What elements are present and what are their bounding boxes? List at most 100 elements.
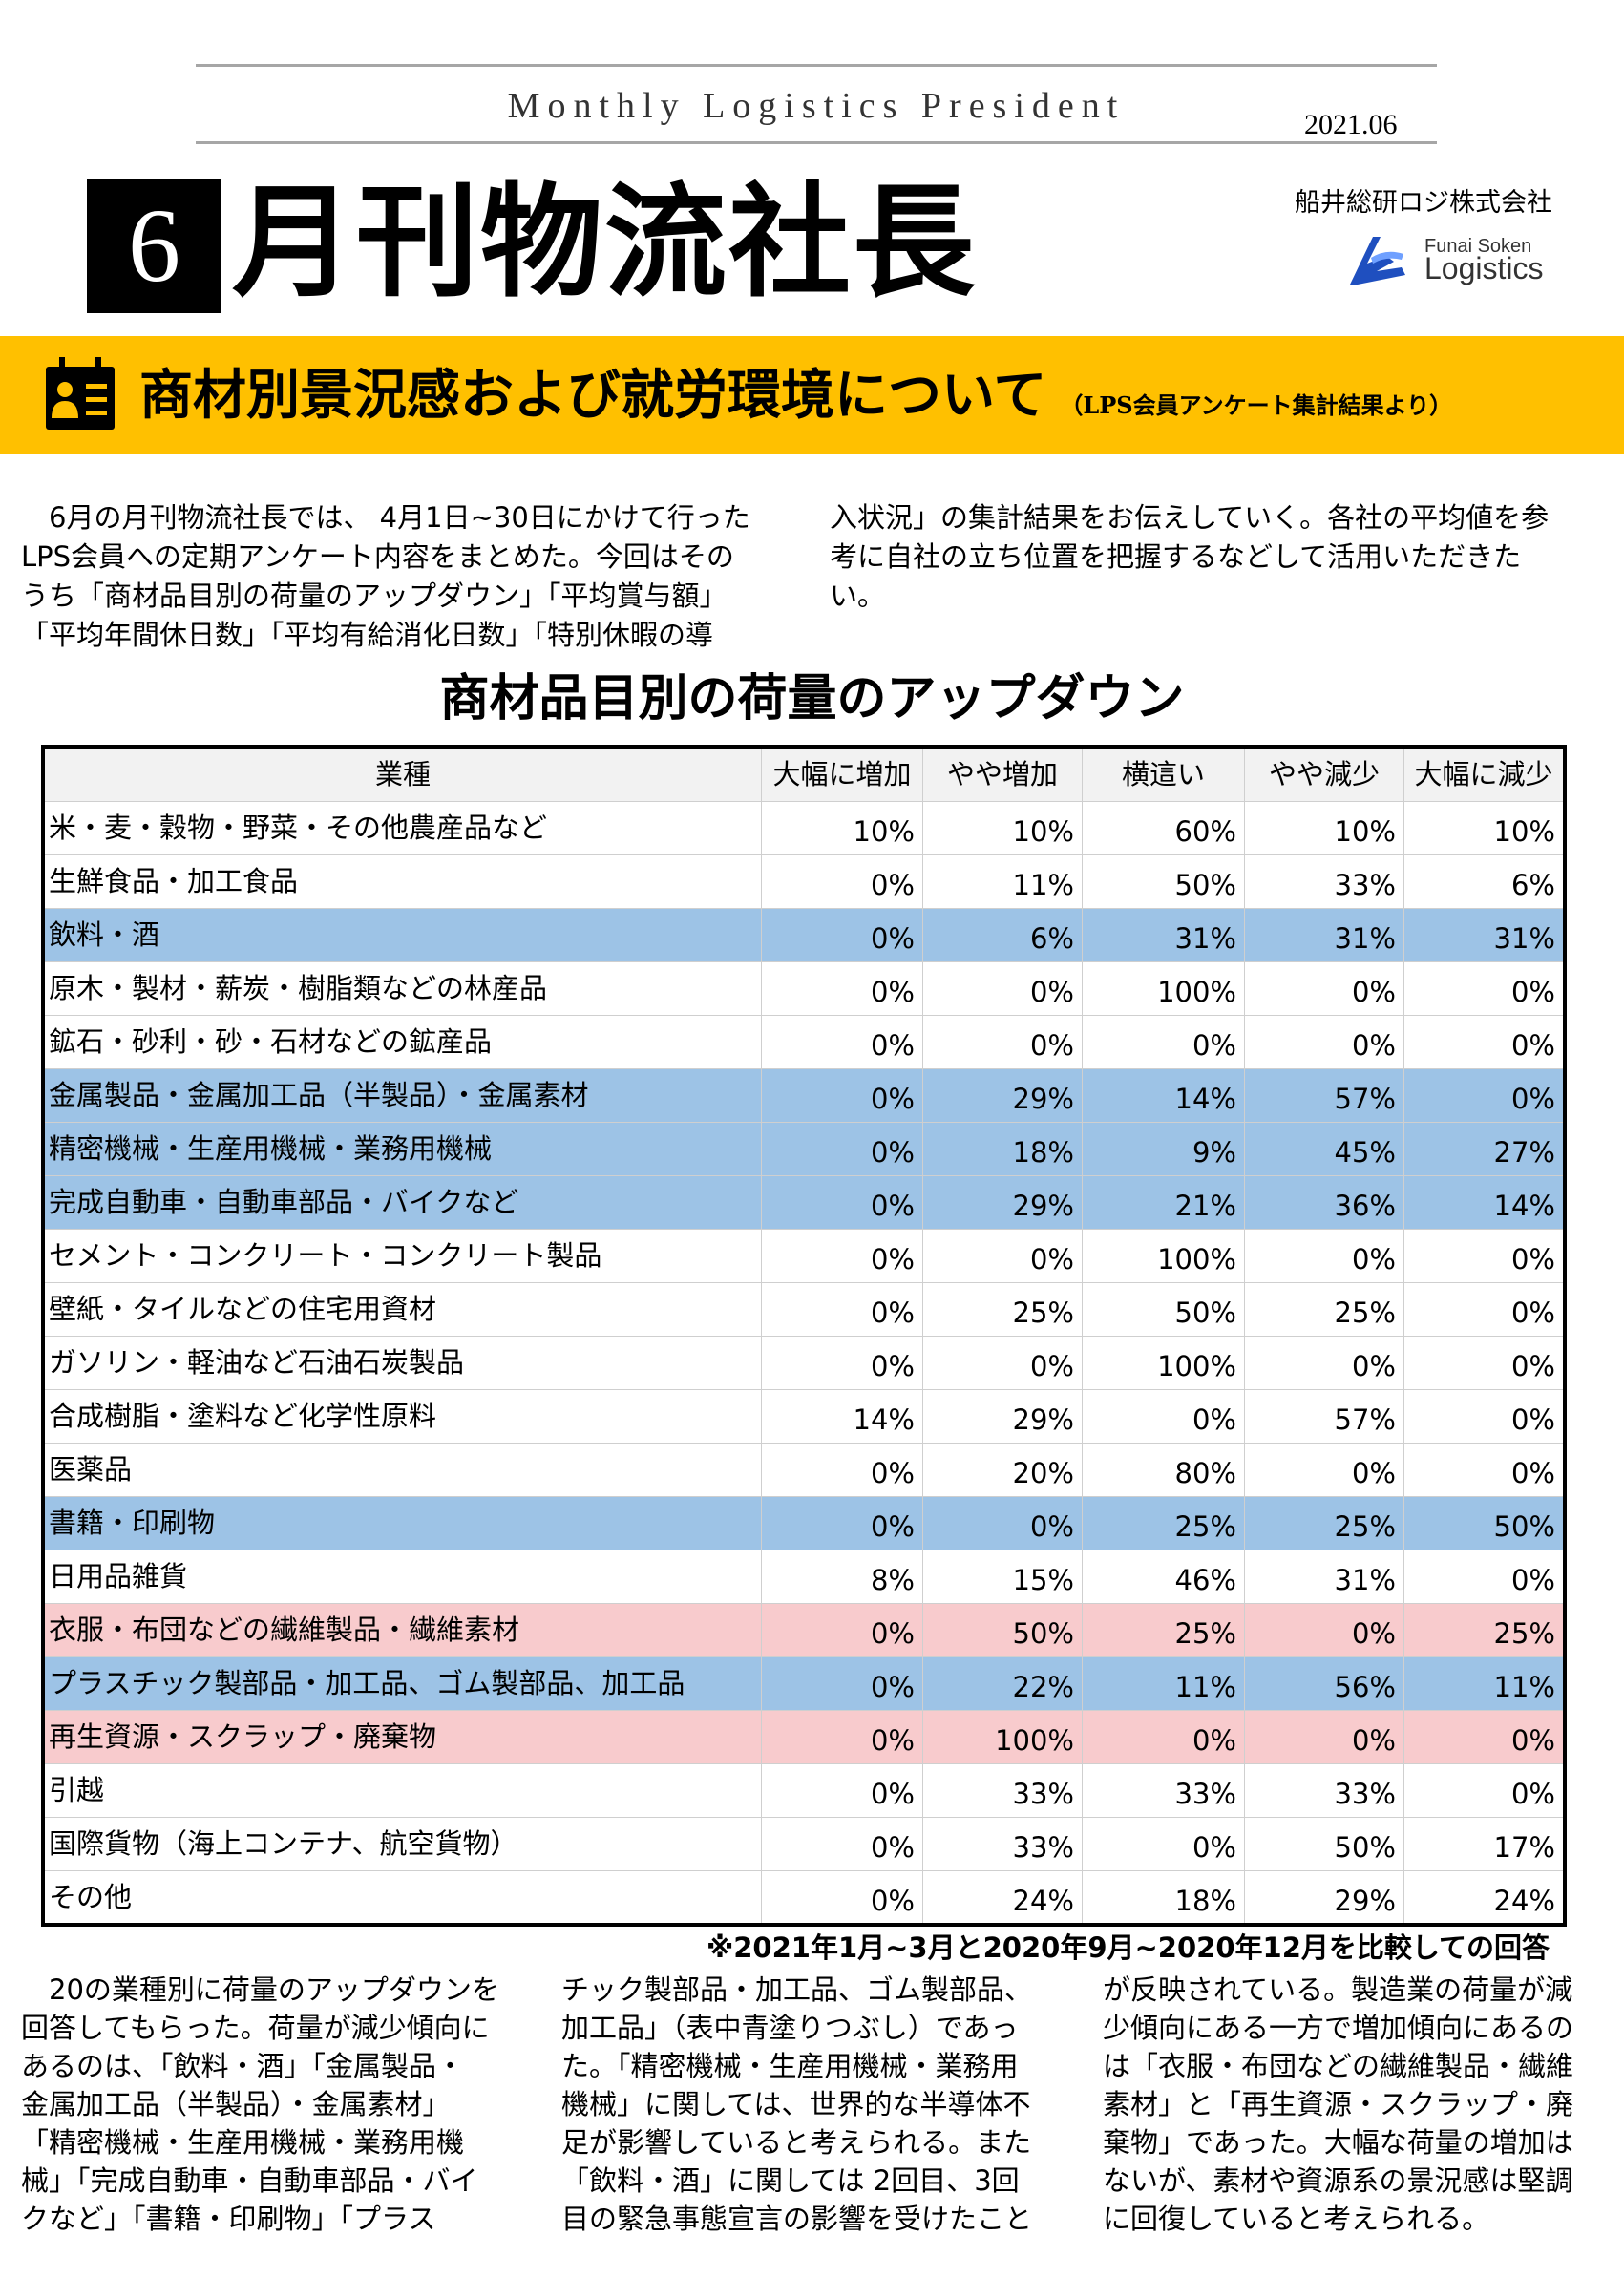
category-cell: 再生資源・スクラップ・廃棄物	[45, 1711, 762, 1763]
banner-title: 商材別景況感および就労環境について （LPS会員アンケート集計結果より）	[139, 357, 1452, 444]
table-row: ガソリン・軽油など石油石炭製品 0% 0% 100% 0% 0%	[45, 1337, 1563, 1390]
percent-cell: 24%	[1493, 1885, 1555, 1917]
percent-cell: 0%	[1083, 1016, 1245, 1068]
issue-date: 2021.06	[1304, 109, 1398, 140]
percent-cell: 22%	[923, 1657, 1083, 1710]
percent-cell: 0%	[1083, 1390, 1245, 1443]
banner-title-text: 商材別景況感および就労環境について	[139, 364, 1047, 427]
percent-cell: 0%	[762, 1764, 923, 1817]
table-row: 書籍・印刷物 0% 0% 25% 25% 50%	[45, 1497, 1563, 1550]
percent-cell: 56%	[1245, 1657, 1404, 1710]
percent-cell: 0%	[1510, 1243, 1555, 1276]
percent-cell: 36%	[1245, 1176, 1404, 1229]
percent-cell: 0%	[1245, 1230, 1404, 1282]
percent-cell: 100%	[1083, 962, 1245, 1015]
percent-cell: 0%	[923, 1016, 1083, 1068]
category-cell: 鉱石・砂利・砂・石材などの鉱産品	[45, 1016, 762, 1068]
column-header: 大幅に増加	[762, 749, 923, 801]
percent-cell: 45%	[1245, 1123, 1404, 1175]
percent-cell: 21%	[1083, 1176, 1245, 1229]
table-row: 日用品雑貨 8% 15% 46% 31% 0%	[45, 1550, 1563, 1604]
funai-soken-logistics-logo: Funai Soken Logistics	[1350, 236, 1544, 285]
table-header-row: 業種 大幅に増加 やや増加 横這い やや減少 大幅に減少	[45, 749, 1563, 802]
percent-cell: 0%	[762, 1016, 923, 1068]
percent-cell: 25%	[1404, 1604, 1563, 1656]
percent-cell: 33%	[1245, 855, 1404, 908]
percent-cell: 29%	[923, 1069, 1083, 1122]
percent-cell: 8%	[762, 1550, 923, 1603]
category-cell: 衣服・布団などの繊維製品・繊維素材	[45, 1604, 762, 1656]
percent-cell: 0%	[1245, 1604, 1404, 1656]
percent-cell: 6%	[1510, 869, 1555, 901]
calendar-person-icon	[46, 357, 115, 430]
percent-cell: 10%	[1493, 815, 1555, 848]
svg-text:Funai Soken: Funai Soken	[1424, 236, 1531, 257]
percent-cell: 0%	[1510, 976, 1555, 1008]
table-row: 国際貨物（海上コンテナ、航空貨物） 0% 33% 0% 50% 17%	[45, 1818, 1563, 1871]
body-column-2: チック製部品・加工品、ゴム製部品、 加工品」（表中青塗りつぶし）であっ た。「精…	[561, 1973, 1033, 2235]
percent-cell: 9%	[1083, 1123, 1245, 1175]
percent-cell: 0%	[762, 1444, 923, 1496]
category-cell: 壁紙・タイルなどの住宅用資材	[45, 1283, 762, 1336]
category-cell: 国際貨物（海上コンテナ、航空貨物）	[45, 1818, 762, 1870]
table-footnote: ※2021年1月~3月と2020年9月~2020年12月を比較しての回答	[707, 1931, 1550, 1964]
percent-cell: 100%	[923, 1711, 1083, 1763]
table-row: 飲料・酒 0% 6% 31% 31% 31%	[45, 909, 1563, 962]
category-cell: 医薬品	[45, 1444, 762, 1496]
issue-number-badge: 6	[87, 179, 221, 313]
percent-cell: 57%	[1245, 1069, 1404, 1122]
percent-cell: 0%	[762, 1604, 923, 1656]
percent-cell: 25%	[1083, 1604, 1245, 1656]
body-column-3: が反映されている。製造業の荷量が減 少傾向にある一方で増加傾向にあるの は「衣服…	[1103, 1973, 1574, 2235]
percent-cell: 80%	[1083, 1444, 1245, 1496]
table-row: 完成自動車・自動車部品・バイクなど 0% 29% 21% 36% 14%	[45, 1176, 1563, 1230]
column-header: 業種	[45, 749, 762, 801]
percent-cell: 11%	[923, 855, 1083, 908]
table-row: 精密機械・生産用機械・業務用機械 0% 18% 9% 45% 27%	[45, 1123, 1563, 1176]
percent-cell: 25%	[1245, 1497, 1404, 1550]
percent-cell: 0%	[762, 1657, 923, 1710]
category-cell: 金属製品・金属加工品（半製品）・金属素材	[45, 1069, 762, 1122]
percent-cell: 0%	[1245, 1016, 1404, 1068]
percent-cell: 17%	[1493, 1831, 1555, 1864]
bottom-rule	[196, 141, 1437, 144]
category-cell: 米・麦・穀物・野菜・その他農産品など	[45, 802, 762, 854]
percent-cell: 100%	[1083, 1230, 1245, 1282]
percent-cell: 0%	[1404, 1069, 1563, 1122]
percent-cell: 0%	[1510, 1029, 1555, 1062]
percent-cell: 0%	[762, 1069, 923, 1122]
percent-cell: 33%	[923, 1818, 1083, 1870]
table-row: 金属製品・金属加工品（半製品）・金属素材 0% 29% 14% 57% 0%	[45, 1069, 1563, 1123]
percent-cell: 50%	[1245, 1818, 1404, 1870]
percent-cell: 0%	[923, 1497, 1083, 1550]
percent-cell: 31%	[1245, 909, 1404, 961]
cargo-volume-table: 業種 大幅に増加 やや増加 横這い やや減少 大幅に減少 米・麦・穀物・野菜・その他農産品…	[41, 745, 1567, 1927]
category-cell: プラスチック製部品・加工品、ゴム製部品、加工品	[45, 1657, 762, 1710]
column-header: 大幅に減少	[1404, 749, 1563, 801]
percent-cell: 0%	[762, 1871, 923, 1923]
percent-cell: 0%	[762, 962, 923, 1015]
percent-cell: 0%	[1510, 1778, 1555, 1810]
percent-cell: 15%	[923, 1550, 1083, 1603]
percent-cell: 31%	[1245, 1550, 1404, 1603]
percent-cell: 29%	[923, 1176, 1083, 1229]
percent-cell: 0%	[1245, 1444, 1404, 1496]
category-cell: 生鮮食品・加工食品	[45, 855, 762, 908]
percent-cell: 0%	[762, 1497, 923, 1550]
column-header: やや増加	[923, 749, 1083, 801]
percent-cell: 0%	[762, 1176, 923, 1229]
percent-cell: 0%	[1510, 1564, 1555, 1596]
percent-cell: 0%	[1510, 1297, 1555, 1329]
percent-cell: 18%	[1083, 1871, 1245, 1923]
table-row: 引越 0% 33% 33% 33% 0%	[45, 1764, 1563, 1818]
percent-cell: 25%	[1245, 1283, 1404, 1336]
percent-cell: 33%	[1083, 1764, 1245, 1817]
percent-cell: 0%	[1083, 1818, 1245, 1870]
table-row: 合成樹脂・塗料など化学性原料 14% 29% 0% 57% 0%	[45, 1390, 1563, 1444]
percent-cell: 10%	[1245, 802, 1404, 854]
banner-subtitle: （LPS会員アンケート集計結果より）	[1060, 391, 1453, 419]
percent-cell: 60%	[1083, 802, 1245, 854]
percent-cell: 0%	[762, 1711, 923, 1763]
percent-cell: 14%	[1083, 1069, 1245, 1122]
table-row: プラスチック製部品・加工品、ゴム製部品、加工品 0% 22% 11% 56% 11%	[45, 1657, 1563, 1711]
